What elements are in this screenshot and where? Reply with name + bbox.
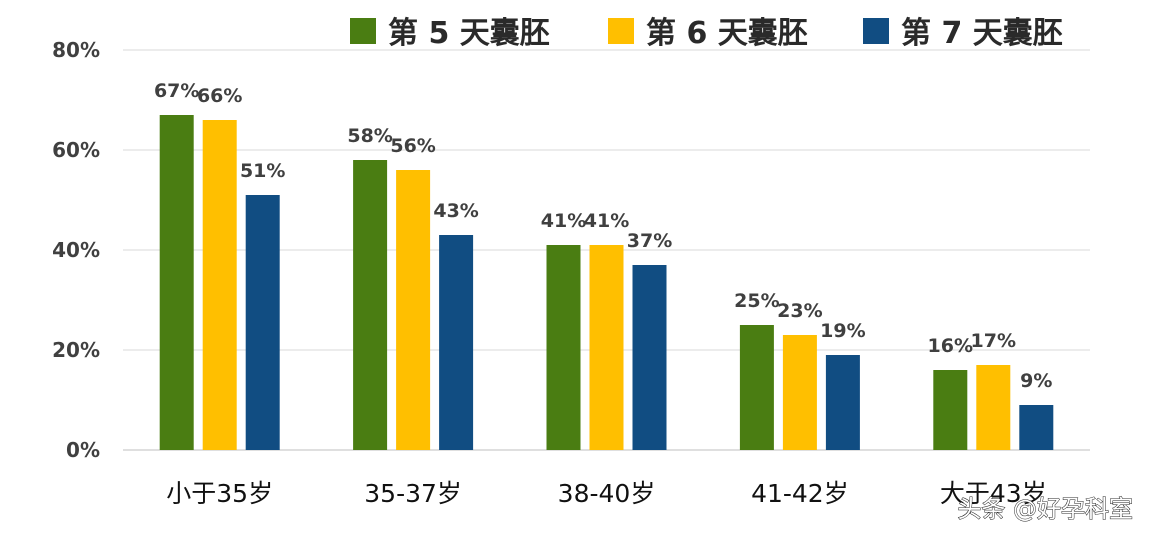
data-label: 19% bbox=[820, 320, 865, 342]
legend-label: 第 7 天囊胚 bbox=[901, 16, 1063, 51]
y-tick-label: 20% bbox=[52, 338, 100, 362]
legend-label: 第 6 天囊胚 bbox=[646, 16, 808, 51]
x-axis-ticks: 小于35岁 35-37岁 38-40岁 41-42岁 大于43岁 bbox=[166, 479, 1046, 508]
y-tick-label: 40% bbox=[52, 238, 100, 262]
x-tick-label: 38-40岁 bbox=[558, 479, 656, 508]
bar bbox=[159, 115, 194, 450]
legend: 第 5 天囊胚 第 6 天囊胚 第 7 天囊胚 bbox=[350, 16, 1063, 51]
bar bbox=[439, 235, 474, 450]
data-label: 56% bbox=[390, 135, 435, 157]
bar bbox=[396, 170, 431, 450]
legend-swatch bbox=[350, 18, 376, 44]
y-axis-ticks: 0% 20% 40% 60% 80% bbox=[52, 38, 100, 462]
watermark-text: 头条 @好孕科室 bbox=[957, 495, 1133, 523]
data-label: 58% bbox=[347, 125, 392, 147]
x-tick-label: 35-37岁 bbox=[364, 479, 462, 508]
data-labels: 67%66%51%58%56%43% 41%41%37%25%23%19%16%1… bbox=[154, 80, 1052, 392]
bar bbox=[739, 325, 774, 450]
data-label: 41% bbox=[541, 210, 586, 232]
legend-swatch bbox=[608, 18, 634, 44]
bar bbox=[933, 370, 968, 450]
bar bbox=[976, 365, 1011, 450]
y-tick-label: 80% bbox=[52, 38, 100, 62]
data-label: 9% bbox=[1020, 370, 1052, 392]
data-label: 37% bbox=[627, 230, 672, 252]
bar bbox=[589, 245, 624, 450]
data-label: 51% bbox=[240, 160, 285, 182]
bar bbox=[632, 265, 667, 450]
bar bbox=[353, 160, 388, 450]
data-label: 16% bbox=[928, 335, 973, 357]
data-label: 41% bbox=[584, 210, 629, 232]
y-tick-label: 0% bbox=[66, 438, 100, 462]
bar bbox=[546, 245, 581, 450]
legend-label: 第 5 天囊胚 bbox=[388, 16, 550, 51]
x-tick-label: 大于43岁 bbox=[940, 479, 1047, 508]
bar bbox=[782, 335, 817, 450]
y-tick-label: 60% bbox=[52, 138, 100, 162]
x-tick-label: 41-42岁 bbox=[751, 479, 849, 508]
data-label: 25% bbox=[734, 290, 779, 312]
x-tick-label: 小于35岁 bbox=[166, 479, 273, 508]
bar bbox=[245, 195, 280, 450]
bar bbox=[825, 355, 860, 450]
legend-swatch bbox=[863, 18, 889, 44]
bar bbox=[202, 120, 237, 450]
bars bbox=[159, 115, 1054, 450]
data-label: 43% bbox=[433, 200, 478, 222]
bar bbox=[1019, 405, 1054, 450]
data-label: 66% bbox=[197, 85, 242, 107]
data-label: 23% bbox=[777, 300, 822, 322]
data-label: 17% bbox=[971, 330, 1016, 352]
data-label: 67% bbox=[154, 80, 199, 102]
